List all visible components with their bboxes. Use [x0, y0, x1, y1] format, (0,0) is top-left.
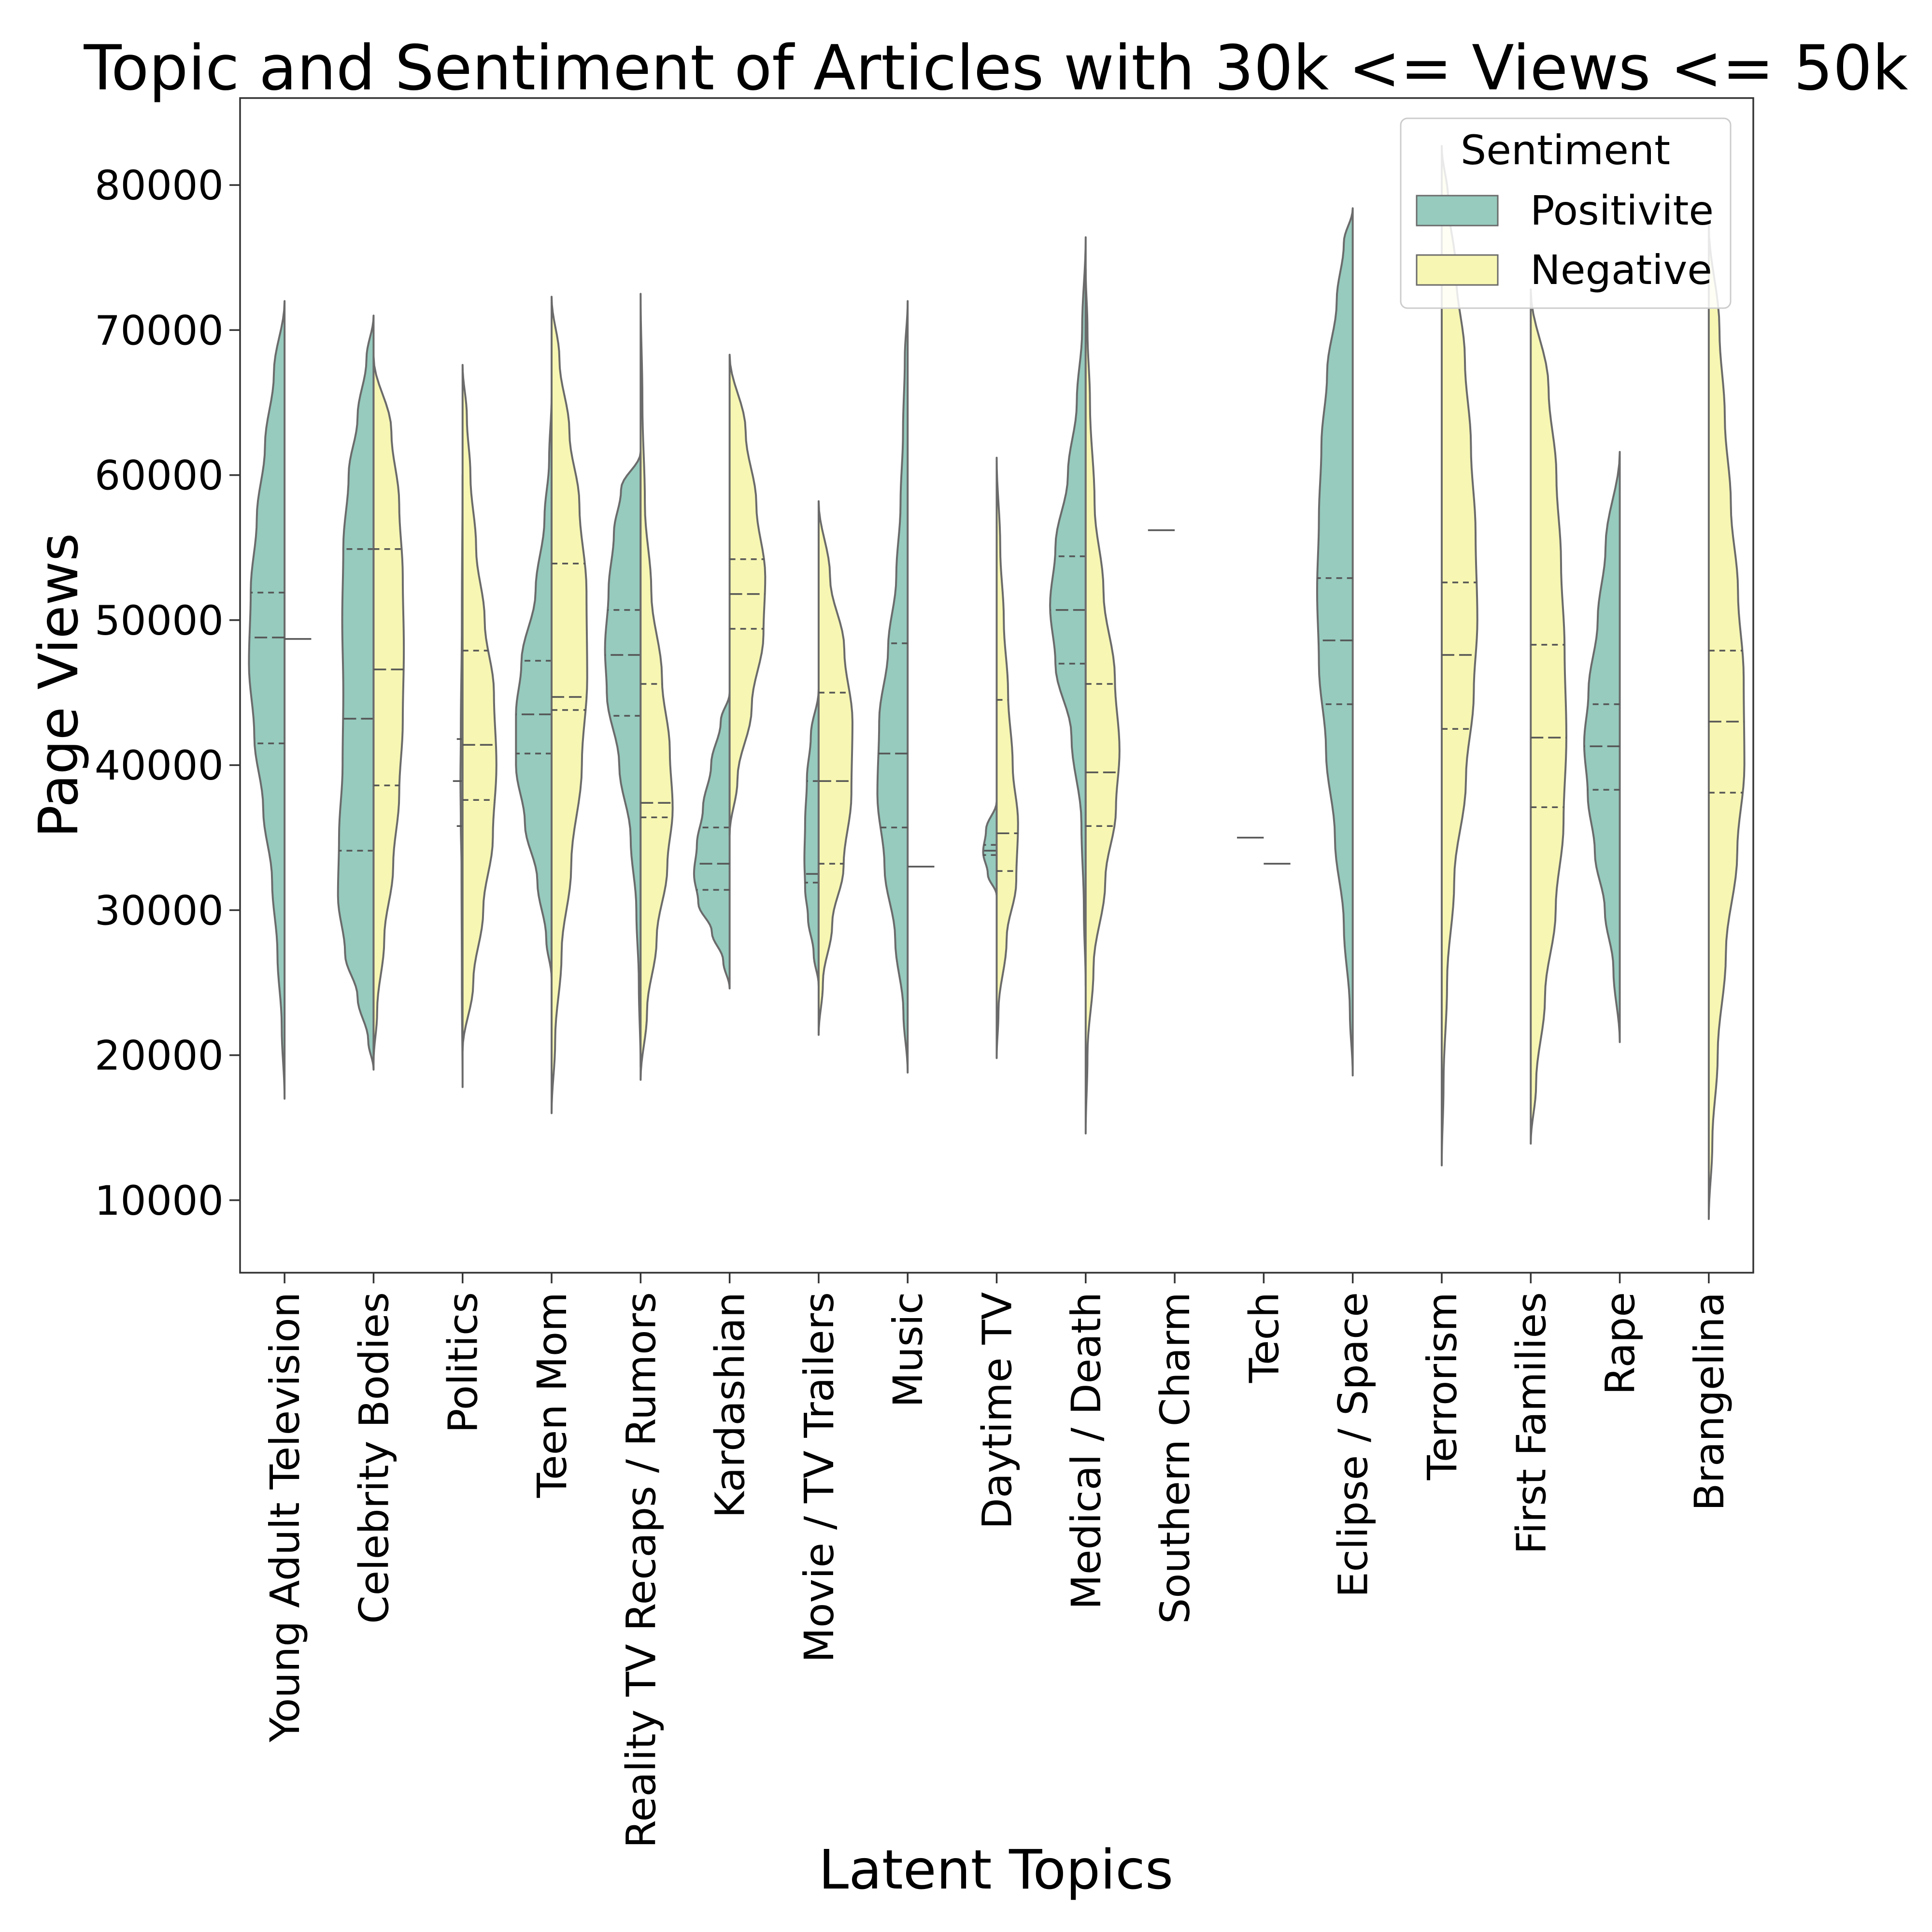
violin-negative-reality-tv-recaps-rumors	[639, 293, 674, 1081]
violins	[248, 145, 1746, 1220]
x-tick-label-celebrity-bodies: Celebrity Bodies	[350, 1292, 398, 1624]
x-tick-label-terrorism: Terrorism	[1419, 1292, 1466, 1480]
violin-positivite-eclipse-space	[1316, 207, 1354, 1077]
legend-label-negative: Negative	[1530, 246, 1712, 294]
y-tick-label: 50000	[95, 597, 224, 644]
x-tick-label-politics: Politics	[440, 1292, 487, 1433]
y-tick-label: 80000	[95, 162, 224, 209]
violin-positivite-young-adult-television	[248, 300, 286, 1100]
y-tick-label: 30000	[95, 887, 224, 934]
y-axis-label: Page Views	[28, 533, 90, 838]
violin-negative-politics	[461, 364, 497, 1052]
y-tick-label: 20000	[95, 1032, 224, 1080]
y-axis: 10000 20000 30000 40000 50000 60000 70000 80000	[95, 162, 240, 1224]
violin-negative-daytime-tv	[995, 456, 1019, 1059]
violin-positivite-daytime-tv	[982, 800, 998, 897]
violin-positivite-kardashian	[693, 692, 731, 990]
y-tick-label: 40000	[95, 742, 224, 789]
violin-positivite-reality-tv-recaps-rumors	[604, 451, 642, 1068]
violin-negative-first-families	[1530, 288, 1567, 1145]
x-tick-label-rape: Rape	[1597, 1292, 1644, 1395]
y-tick-label: 60000	[95, 452, 224, 499]
violin-positivite-teen-mom	[515, 394, 553, 980]
x-axis: Young Adult Television Celebrity Bodies Po…	[261, 1273, 1733, 1848]
chart-title: Topic and Sentiment of Articles with 30k…	[84, 32, 1908, 104]
legend-label-positive: Positivite	[1530, 187, 1714, 234]
x-tick-label-brangelina: Brangelina	[1686, 1292, 1733, 1511]
x-tick-label-daytime-tv: Daytime TV	[974, 1292, 1021, 1529]
x-tick-label-eclipse-space: Eclipse / Space	[1330, 1292, 1377, 1597]
legend-swatch-negative	[1416, 254, 1499, 286]
x-tick-label-young-adult-television: Young Adult Television	[261, 1292, 309, 1743]
legend: Sentiment Positivite Negative	[1400, 117, 1732, 309]
x-tick-label-tech: Tech	[1240, 1292, 1288, 1383]
x-tick-label-kardashian: Kardashian	[707, 1292, 754, 1518]
legend-title: Sentiment	[1461, 127, 1670, 174]
x-tick-label-southern-charm: Southern Charm	[1151, 1292, 1199, 1624]
violin-positivite-movie-tv-trailers	[803, 689, 820, 987]
y-tick-label: 70000	[95, 307, 224, 354]
y-tick-label: 10000	[95, 1177, 224, 1224]
violin-negative-celebrity-bodies	[372, 355, 405, 1064]
violin-negative-medical-death	[1084, 268, 1121, 1135]
violin-positivite-celebrity-bodies	[337, 314, 375, 1071]
x-tick-label-reality-tv-recaps-rumors: Reality TV Recaps / Rumors	[617, 1292, 665, 1848]
x-axis-label: Latent Topics	[819, 1839, 1173, 1902]
violin-negative-movie-tv-trailers	[817, 500, 853, 1036]
x-tick-label-medical-death: Medical / Death	[1063, 1292, 1110, 1610]
violin-positivite-medical-death	[1049, 236, 1087, 987]
x-tick-label-music: Music	[884, 1292, 932, 1407]
violin-positivite-music	[876, 300, 909, 1074]
x-tick-label-movie-tv-trailers: Movie / TV Trailers	[796, 1292, 843, 1662]
violin-negative-teen-mom	[551, 296, 588, 1114]
x-tick-label-teen-mom: Teen Mom	[528, 1292, 576, 1498]
legend-swatch-positive	[1416, 195, 1499, 227]
x-tick-label-first-families: First Families	[1507, 1292, 1555, 1554]
